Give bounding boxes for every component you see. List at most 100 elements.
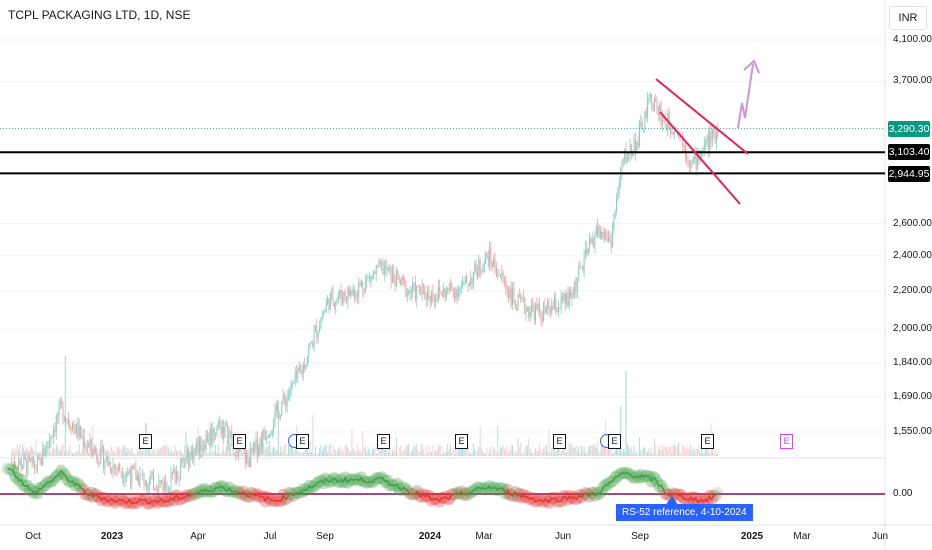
candle [611,223,613,248]
candle [503,275,505,287]
volume-bar [622,448,624,456]
volume-bar [526,445,528,456]
candle [216,424,218,438]
volume-bar [559,444,561,456]
rs-line-segment [560,495,565,502]
rs-line-segment [442,496,446,499]
candle [205,430,207,451]
volume-bar [659,450,661,456]
rs-line-segment [114,500,118,504]
volume-bar [405,445,407,456]
volume-bar [269,440,271,456]
volume-bar [675,447,677,456]
candle [482,263,484,273]
volume-bar [529,448,531,456]
candle [15,461,17,470]
rs-line-segment [160,498,164,503]
volume-bar [510,444,512,456]
candle [516,303,518,312]
earnings-event-icon[interactable]: E [296,434,309,449]
earnings-event-icon[interactable]: E [139,434,152,449]
volume-bar [690,444,692,456]
volume-bar [354,450,356,456]
volume-bar [572,447,574,456]
currency-selector[interactable]: INR [889,6,927,30]
candle [690,159,692,173]
volume-bar [532,452,534,456]
candle [340,283,342,306]
volume-bar [78,444,80,456]
earnings-event-icon[interactable]: E [377,434,390,449]
volume-bar [74,452,76,456]
volume-bar [678,442,680,456]
candle [236,449,238,458]
y-axis-tick-label: 2,000.00 [893,323,932,335]
earnings-event-icon[interactable]: E [701,434,714,449]
rs-line-segment [228,487,233,492]
volume-bar [140,450,142,456]
candle [468,281,470,287]
volume-bar [701,448,703,456]
candle [579,260,581,270]
candle [452,287,454,298]
volume-bar [227,449,229,456]
candle [229,430,231,439]
candle [346,296,348,305]
volume-bar [539,444,541,456]
rs-line-segment [682,497,686,501]
candle [140,473,142,476]
volume-bar [460,445,462,456]
candle [449,278,451,292]
candle [649,91,651,103]
candle [526,306,528,313]
candle [447,287,449,295]
candle [159,479,161,489]
volume-bar [641,449,643,456]
rs-line-segment [250,492,254,495]
candle [250,441,252,468]
volume-bar [570,444,572,456]
candle [66,417,68,425]
candle [331,287,333,301]
volume-bar [346,444,348,456]
candle [61,397,63,409]
earnings-event-icon[interactable]: E [608,434,621,449]
volume-bar [69,445,71,456]
earnings-event-icon[interactable]: E [553,434,566,449]
candle [548,298,550,316]
candle [43,444,45,457]
rs-line-segment [30,489,34,494]
rs-line-segment [66,478,70,483]
volume-bar [163,444,165,456]
volume-bar [179,450,181,456]
candle [398,274,400,285]
volume-bar [713,453,715,456]
rs-line-segment [548,497,553,504]
rs-line-segment [122,500,126,504]
volume-bar [395,437,397,456]
volume-bar [637,453,639,456]
candle [298,361,300,372]
candle [132,464,134,470]
candle [182,455,184,469]
volume-bar [471,452,473,456]
earnings-event-icon[interactable]: E [455,434,468,449]
volume-bar [394,450,396,456]
volume-bar [468,452,470,456]
upcoming-earnings-icon[interactable]: E [780,434,793,449]
rs-line-segment [26,485,31,491]
earnings-event-icon[interactable]: E [233,434,246,449]
volume-bar [548,428,550,456]
candle [77,417,79,442]
rs-line-segment [508,493,512,496]
candle [586,241,588,258]
candle [505,275,507,295]
volume-bar [331,453,333,456]
volume-bar [649,453,651,456]
volume-bar [327,452,329,456]
candle [435,292,437,308]
candle [109,460,111,474]
volume-bar [66,451,68,456]
volume-bar [481,447,483,456]
